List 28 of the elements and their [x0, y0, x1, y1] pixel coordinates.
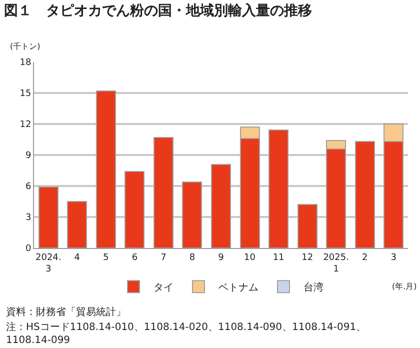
y-tick-label: 12	[20, 120, 32, 130]
x-tick-label: 5	[103, 252, 109, 263]
y-tick-label: 9	[25, 151, 32, 162]
x-tick-label: 2	[362, 252, 368, 263]
chart-title: 図１ タピオカでん粉の国・地域別輸入量の推移	[4, 3, 312, 20]
y-axis-title: (千トン)	[10, 42, 40, 51]
x-tick-label: 7	[160, 252, 166, 263]
legend-label: 台湾	[304, 282, 324, 294]
x-tick-label: 2025. 1	[323, 252, 349, 274]
y-tick-label: 15	[20, 89, 32, 100]
text: 資料：財務省「貿易統計」	[6, 306, 126, 318]
y-tick-label: 3	[25, 213, 32, 224]
x-tick-label: 10	[244, 252, 256, 263]
x-tick-label: 9	[218, 252, 224, 263]
x-tick-label: 3	[390, 252, 396, 263]
x-tick-label: 6	[132, 252, 138, 263]
x-tick-label: 11	[272, 252, 284, 263]
x-tick-label: 2024. 3	[35, 252, 62, 274]
y-tick-label: 6	[25, 182, 32, 192]
text: 注：HSコード1108.14-010、1108.14-020、1108.14-090、1108.14-091、 1108.14-099	[6, 321, 366, 346]
x-tick-label: 8	[189, 252, 196, 263]
x-tick-label: 12	[302, 252, 314, 263]
x-axis-title: (年.月)	[392, 282, 417, 291]
y-tick-label: 0	[25, 244, 32, 254]
y-tick-label: 18	[20, 58, 32, 68]
legend-label: ベトナム	[218, 282, 258, 294]
legend-label: タイ	[154, 282, 174, 294]
x-tick-label: 4	[74, 252, 80, 263]
